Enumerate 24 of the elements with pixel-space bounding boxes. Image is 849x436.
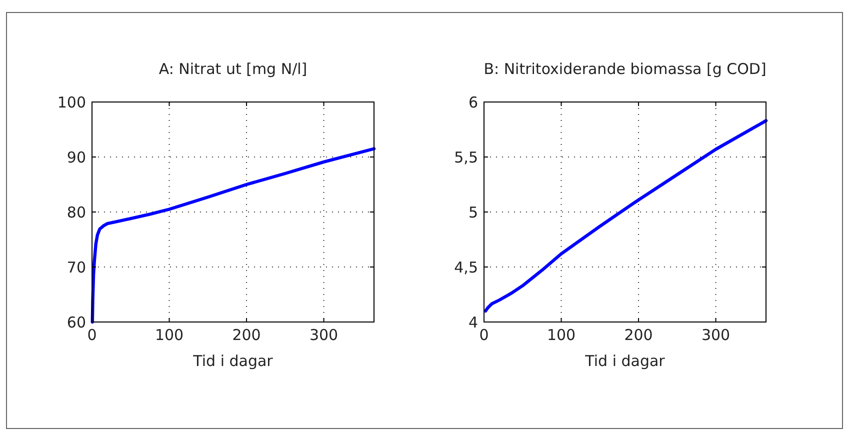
chart-title: B: Nitritoxiderande biomassa [g COD]: [484, 60, 766, 78]
y-tick-label: 5: [468, 203, 478, 222]
y-tick-label: 100: [57, 93, 86, 112]
chart-title: A: Nitrat ut [mg N/l]: [158, 60, 308, 78]
x-tick-label: 300: [701, 326, 730, 344]
x-tick-label: 200: [624, 326, 653, 344]
y-tick-label: 70: [66, 258, 86, 276]
y-tick-label: 6: [468, 93, 478, 112]
y-tick-label: 4: [468, 313, 478, 332]
x-tick-label: 0: [479, 326, 489, 344]
y-tick-label: 60: [66, 313, 86, 332]
x-tick-label: 200: [232, 326, 261, 344]
y-tick-label: 4,5: [454, 258, 478, 276]
x-axis-title: Tid i dagar: [584, 352, 666, 370]
x-tick-label: 100: [546, 326, 576, 344]
y-tick-label: 5,5: [454, 148, 478, 166]
line-series: [90, 147, 376, 324]
x-axis-title: Tid i dagar: [192, 352, 274, 370]
x-tick-label: 100: [154, 326, 184, 344]
line-series: [484, 119, 768, 313]
y-tick-label: 80: [66, 203, 86, 222]
x-tick-label: 300: [309, 326, 338, 344]
y-tick-label: 90: [66, 148, 86, 166]
x-tick-label: 0: [87, 326, 97, 344]
